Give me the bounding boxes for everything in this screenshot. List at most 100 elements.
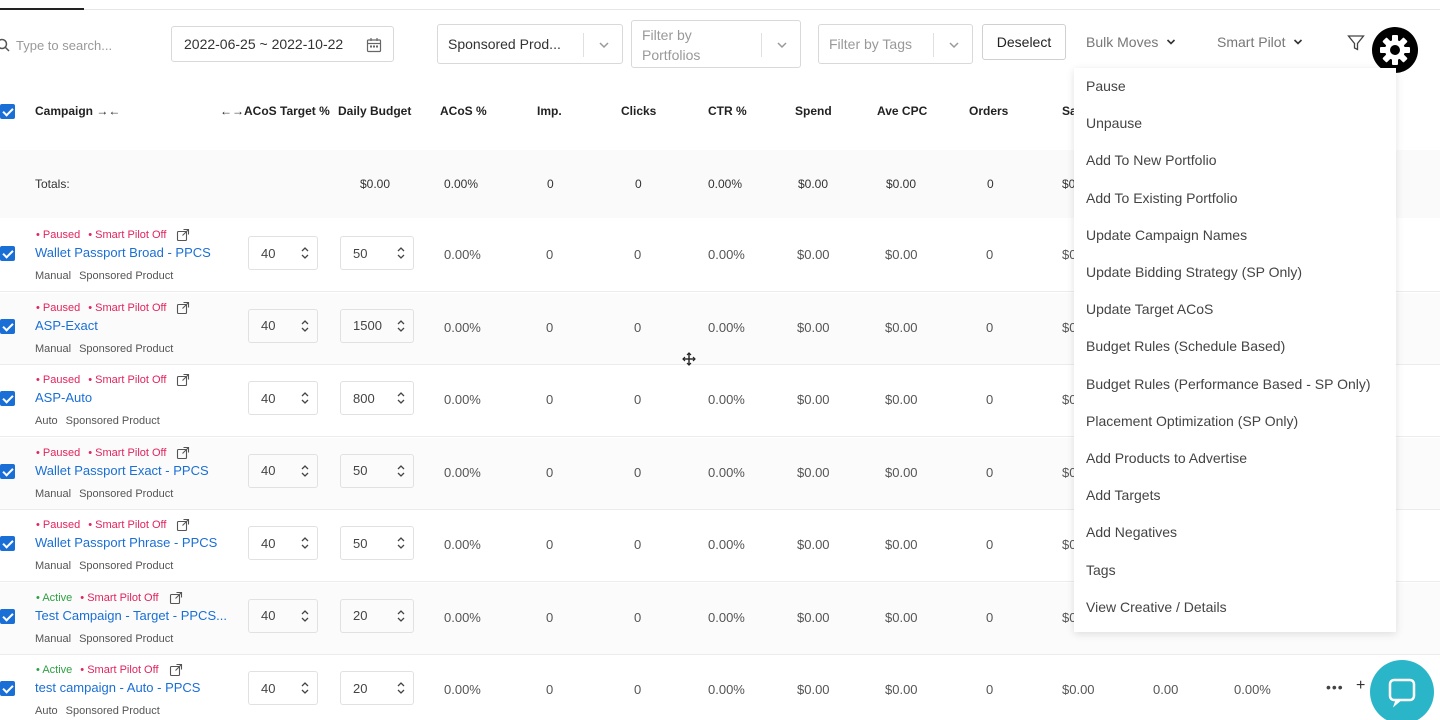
table-row[interactable]: • Paused • Smart Pilot Off ASP-Auto Auto… <box>0 365 1440 437</box>
bulk-menu-item[interactable]: Add Targets <box>1086 487 1161 504</box>
tags-filter-select[interactable]: Filter by Tags <box>818 24 973 64</box>
external-link-icon[interactable] <box>176 228 190 242</box>
bulk-menu-item[interactable]: Placement Optimization (SP Only) <box>1086 412 1299 429</box>
daily-budget-stepper[interactable]: 50 <box>340 526 414 560</box>
campaign-name-link[interactable]: ASP-Exact <box>35 317 98 333</box>
campaign-name-link[interactable]: test campaign - Auto - PPCS <box>35 680 201 695</box>
acos-target-value: 40 <box>261 535 276 551</box>
bulk-moves-button[interactable]: Bulk Moves <box>1086 34 1176 50</box>
portfolio-filter-select[interactable]: Filter by Portfolios <box>631 20 801 68</box>
row-add-icon[interactable]: + <box>1356 677 1366 694</box>
daily-budget-stepper[interactable]: 50 <box>340 453 414 488</box>
bulk-menu-item[interactable]: Unpause <box>1086 115 1143 132</box>
stepper-arrows-icon[interactable] <box>301 464 309 478</box>
smart-pilot-badge: • Smart Pilot Off <box>88 519 167 531</box>
header-clicks[interactable]: Clicks <box>621 104 657 118</box>
stepper-arrows-icon[interactable] <box>397 246 405 260</box>
search-box[interactable] <box>0 30 150 60</box>
settings-gear-icon[interactable] <box>1371 26 1419 74</box>
daily-budget-stepper[interactable]: 1500 <box>340 308 414 343</box>
daily-budget-value: 800 <box>353 390 375 406</box>
external-link-icon[interactable] <box>176 518 190 532</box>
bulk-menu-item[interactable]: Add Negatives <box>1086 524 1178 541</box>
status-badge: • Paused <box>36 519 81 531</box>
bulk-menu-item[interactable]: Update Bidding Strategy (SP Only) <box>1086 264 1303 280</box>
stepper-arrows-icon[interactable] <box>301 609 309 623</box>
row-checkbox[interactable] <box>0 318 15 334</box>
campaign-name-link[interactable]: Wallet Passport Phrase - PPCS <box>35 535 218 550</box>
daily-budget-stepper[interactable]: 20 <box>340 598 414 633</box>
row-checkbox[interactable] <box>0 536 15 551</box>
date-range-picker[interactable]: 2022-06-25 ~ 2022-10-22 <box>171 26 394 62</box>
header-sales[interactable]: Sa <box>1062 104 1077 118</box>
daily-budget-value: 50 <box>353 463 368 478</box>
row-checkbox[interactable] <box>0 681 15 696</box>
stepper-arrows-icon[interactable] <box>397 536 405 550</box>
stepper-arrows-icon[interactable] <box>301 319 309 333</box>
stepper-arrows-icon[interactable] <box>397 609 405 623</box>
external-link-icon[interactable] <box>169 663 183 677</box>
daily-budget-stepper[interactable]: 800 <box>340 381 414 415</box>
stepper-arrows-icon[interactable] <box>397 391 405 405</box>
row-checkbox[interactable] <box>0 391 15 406</box>
campaign-name-link[interactable]: ASP-Auto <box>35 390 93 405</box>
header-acos[interactable]: ACoS % <box>440 104 487 118</box>
header-ave-cpc[interactable]: Ave CPC <box>877 104 928 118</box>
row-checkbox[interactable] <box>0 246 15 261</box>
campaign-name-link[interactable]: Wallet Passport Exact - PPCS <box>35 462 209 478</box>
bulk-menu-item[interactable]: Tags <box>1086 561 1116 578</box>
bulk-menu-item[interactable]: Pause <box>1086 78 1126 94</box>
campaign-type-select[interactable]: Sponsored Prod... <box>437 24 623 64</box>
filter-funnel-icon[interactable] <box>1347 34 1365 52</box>
chat-support-button[interactable] <box>1370 660 1434 720</box>
row-checkbox[interactable] <box>0 463 15 479</box>
header-orders[interactable]: Orders <box>969 104 1009 118</box>
stepper-arrows-icon[interactable] <box>397 681 405 695</box>
table-row[interactable]: • Active • Smart Pilot Off test campaign… <box>0 655 1440 720</box>
bulk-menu-item[interactable]: View Creative / Details <box>1086 598 1227 615</box>
header-daily-budget[interactable]: Daily Budget <box>338 104 412 118</box>
bulk-menu-item[interactable]: Add To New Portfolio <box>1086 152 1217 169</box>
bulk-menu-item[interactable]: Update Target ACoS <box>1086 301 1214 318</box>
table-row[interactable]: • Paused • Smart Pilot Off Wallet Passpo… <box>0 220 1440 292</box>
stepper-arrows-icon[interactable] <box>397 464 405 478</box>
smart-pilot-button[interactable]: Smart Pilot <box>1217 34 1303 50</box>
row-more-actions-icon[interactable]: ••• <box>1326 679 1344 695</box>
campaign-name-link[interactable]: Test Campaign - Target - PPCS... <box>35 607 227 623</box>
header-acos-target[interactable]: ←→ACoS Target % <box>220 104 330 118</box>
table-row[interactable]: • Paused • Smart Pilot Off Wallet Passpo… <box>0 510 1440 582</box>
stepper-arrows-icon[interactable] <box>397 319 405 333</box>
bulk-menu-item[interactable]: Add To Existing Portfolio <box>1086 189 1238 206</box>
stepper-arrows-icon[interactable] <box>301 681 309 695</box>
header-imp[interactable]: Imp. <box>537 104 562 118</box>
stepper-arrows-icon[interactable] <box>301 246 309 260</box>
bulk-menu-item[interactable]: Budget Rules (Schedule Based) <box>1086 338 1286 355</box>
bulk-menu-item[interactable]: Budget Rules (Performance Based - SP Onl… <box>1086 375 1371 392</box>
header-campaign[interactable]: Campaign →← <box>35 104 121 118</box>
search-input[interactable] <box>16 37 146 53</box>
external-link-icon[interactable] <box>176 301 190 315</box>
acos-target-stepper[interactable]: 40 <box>248 236 318 270</box>
row-checkbox[interactable] <box>0 608 15 624</box>
daily-budget-stepper[interactable]: 20 <box>340 671 414 705</box>
bulk-menu-item[interactable]: Update Campaign Names <box>1086 226 1248 243</box>
bulk-menu-item[interactable]: Add Products to Advertise <box>1086 450 1248 466</box>
stepper-arrows-icon[interactable] <box>301 536 309 550</box>
campaign-name-link[interactable]: Wallet Passport Broad - PPCS <box>35 245 211 260</box>
external-link-icon[interactable] <box>176 373 190 387</box>
acos-target-stepper[interactable]: 40 <box>248 526 318 560</box>
daily-budget-stepper[interactable]: 50 <box>340 236 414 270</box>
acos-target-stepper[interactable]: 40 <box>248 308 318 343</box>
select-all-checkbox[interactable] <box>0 104 15 119</box>
acos-target-stepper[interactable]: 40 <box>248 598 318 633</box>
stepper-arrows-icon[interactable] <box>301 391 309 405</box>
cell-ctr: 0.00% <box>708 682 745 697</box>
external-link-icon[interactable] <box>169 591 183 605</box>
external-link-icon[interactable] <box>176 446 190 460</box>
acos-target-stepper[interactable]: 40 <box>248 671 318 705</box>
acos-target-stepper[interactable]: 40 <box>248 453 318 488</box>
acos-target-stepper[interactable]: 40 <box>248 381 318 415</box>
deselect-button[interactable]: Deselect <box>982 24 1066 60</box>
header-ctr[interactable]: CTR % <box>708 104 747 118</box>
header-spend[interactable]: Spend <box>795 104 832 118</box>
